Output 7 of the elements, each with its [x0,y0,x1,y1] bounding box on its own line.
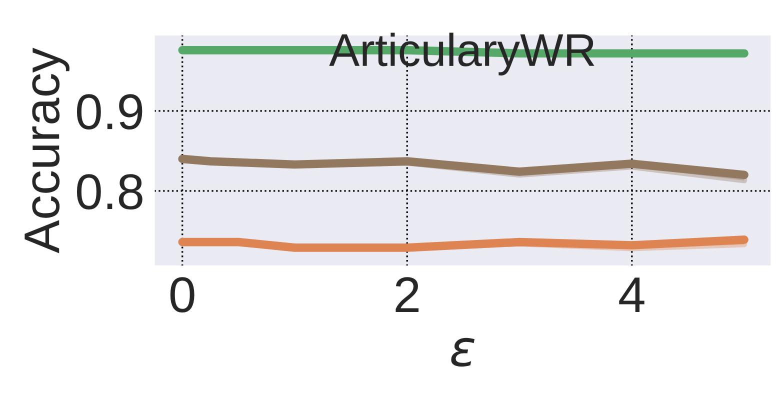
x-tick-label: 2 [396,277,419,312]
x-tick-label: 0 [170,277,194,313]
x-axis-title: ε [451,338,475,367]
y-axis-title: Accuracy [24,48,70,254]
y-tick-label: 0.9 [76,94,142,130]
y-tick-label: 0.8 [76,174,142,210]
x-tick-label: 4 [619,278,644,312]
